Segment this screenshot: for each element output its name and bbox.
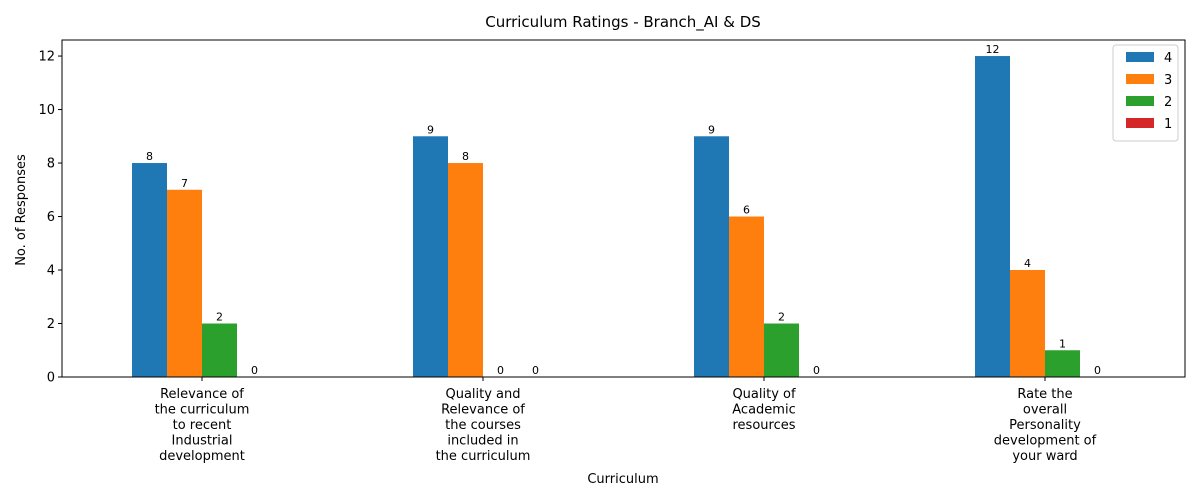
bar-4-3	[975, 56, 1010, 378]
bar-value-label: 1	[1059, 337, 1066, 350]
bar-value-label: 9	[708, 123, 715, 136]
bars-group	[132, 56, 1080, 378]
y-tick-label: 8	[47, 157, 55, 172]
y-tick-label: 10	[38, 103, 55, 118]
category-label-line: Relevance of	[160, 387, 244, 402]
bar-value-label: 12	[986, 43, 1000, 56]
y-tick-label: 0	[47, 371, 55, 386]
bar-value-label: 7	[181, 177, 188, 190]
bar-4-0	[132, 163, 167, 377]
category-label-line: included in	[447, 434, 518, 449]
category-label-line: Academic	[732, 403, 795, 418]
category-label-line: the curriculum	[436, 449, 531, 464]
category-label-line: Quality and	[445, 387, 520, 402]
y-axis-label: No. of Responses	[14, 154, 29, 266]
category-label-line: to recent	[173, 418, 232, 433]
legend-label: 2	[1164, 95, 1172, 110]
y-tick-label: 2	[47, 317, 55, 332]
bar-value-label: 2	[216, 311, 223, 324]
category-label-line: your ward	[1012, 449, 1077, 464]
legend-label: 3	[1164, 73, 1172, 88]
bar-value-label: 8	[462, 150, 469, 163]
x-axis-label: Curriculum	[587, 472, 658, 487]
legend: 4 3 2 1	[1112, 44, 1179, 142]
category-label-line: resources	[732, 418, 795, 433]
bar-2-2	[764, 323, 799, 377]
y-tick-label: 12	[38, 50, 55, 65]
category-label-line: overall	[1023, 403, 1067, 418]
y-axis: 0 2 4 6 8 10 12	[38, 50, 62, 386]
bar-3-1	[448, 163, 483, 377]
y-tick-label: 6	[47, 210, 55, 225]
bar-value-label: 0	[497, 364, 504, 377]
category-label: Rate the overall Personality development of…	[994, 387, 1097, 464]
chart-title: Curriculum Ratings - Branch_AI & DS	[485, 13, 761, 32]
bar-4-2	[694, 136, 729, 377]
bar-2-0	[202, 323, 237, 377]
legend-swatch-1	[1126, 118, 1154, 128]
category-label-line: development of	[994, 434, 1097, 449]
category-label-line: Rate the	[1017, 387, 1072, 402]
x-axis: Relevance of the curriculum to recent Indus…	[155, 377, 1097, 464]
bar-3-0	[167, 189, 202, 377]
category-label-line: Relevance of	[441, 403, 525, 418]
legend-swatch-3	[1126, 74, 1154, 84]
bar-value-label: 6	[743, 204, 750, 217]
legend-swatch-4	[1126, 52, 1154, 62]
bar-value-label: 0	[813, 364, 820, 377]
category-label-line: the courses	[445, 418, 521, 433]
plot-frame	[61, 39, 1186, 378]
bar-value-label: 0	[251, 364, 258, 377]
bar-3-2	[729, 216, 764, 377]
category-label-line: Industrial	[172, 434, 233, 449]
category-label-line: Quality of	[732, 387, 796, 402]
legend-box	[1112, 44, 1179, 142]
bar-value-label: 9	[427, 123, 434, 136]
category-label: Relevance of the curriculum to recent Indus…	[155, 387, 250, 464]
bar-value-label: 2	[778, 311, 785, 324]
legend-swatch-2	[1126, 96, 1154, 106]
bar-4-1	[413, 136, 448, 377]
bar-value-label: 4	[1024, 257, 1031, 270]
bar-value-label: 8	[146, 150, 153, 163]
category-label: Quality of Academic resources	[732, 387, 796, 433]
bar-value-label: 0	[1094, 364, 1101, 377]
legend-label: 1	[1164, 117, 1172, 132]
bar-3-3	[1010, 270, 1045, 377]
category-label-line: development	[159, 449, 245, 464]
category-label-line: Personality	[1009, 418, 1081, 433]
legend-label: 4	[1164, 51, 1172, 66]
y-tick-label: 4	[47, 264, 55, 279]
category-label-line: the curriculum	[155, 403, 250, 418]
bar-value-label: 0	[532, 364, 539, 377]
category-label: Quality and Relevance of the courses includ…	[436, 387, 531, 464]
bar-2-3	[1045, 350, 1080, 377]
